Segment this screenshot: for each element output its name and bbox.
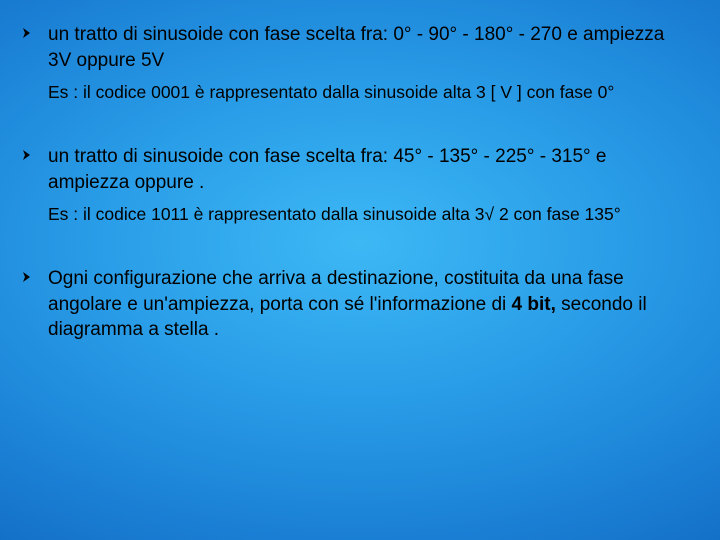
bullet-item-2: un tratto di sinusoide con fase scelta f… bbox=[22, 144, 690, 195]
bullet-main-text: Ogni configurazione che arriva a destina… bbox=[48, 266, 690, 343]
bullet-example-text: Es : il codice 0001 è rappresentato dall… bbox=[48, 81, 690, 104]
bullet-arrow-icon bbox=[22, 271, 40, 283]
bullet-main-text: un tratto di sinusoide con fase scelta f… bbox=[48, 22, 690, 73]
bullet-item-1: un tratto di sinusoide con fase scelta f… bbox=[22, 22, 690, 73]
bullet-main-text: un tratto di sinusoide con fase scelta f… bbox=[48, 144, 690, 195]
bullet-arrow-icon bbox=[22, 149, 40, 161]
bullet-arrow-icon bbox=[22, 27, 40, 39]
bullet-item-3: Ogni configurazione che arriva a destina… bbox=[22, 266, 690, 343]
bullet-example-text: Es : il codice 1011 è rappresentato dall… bbox=[48, 203, 690, 226]
